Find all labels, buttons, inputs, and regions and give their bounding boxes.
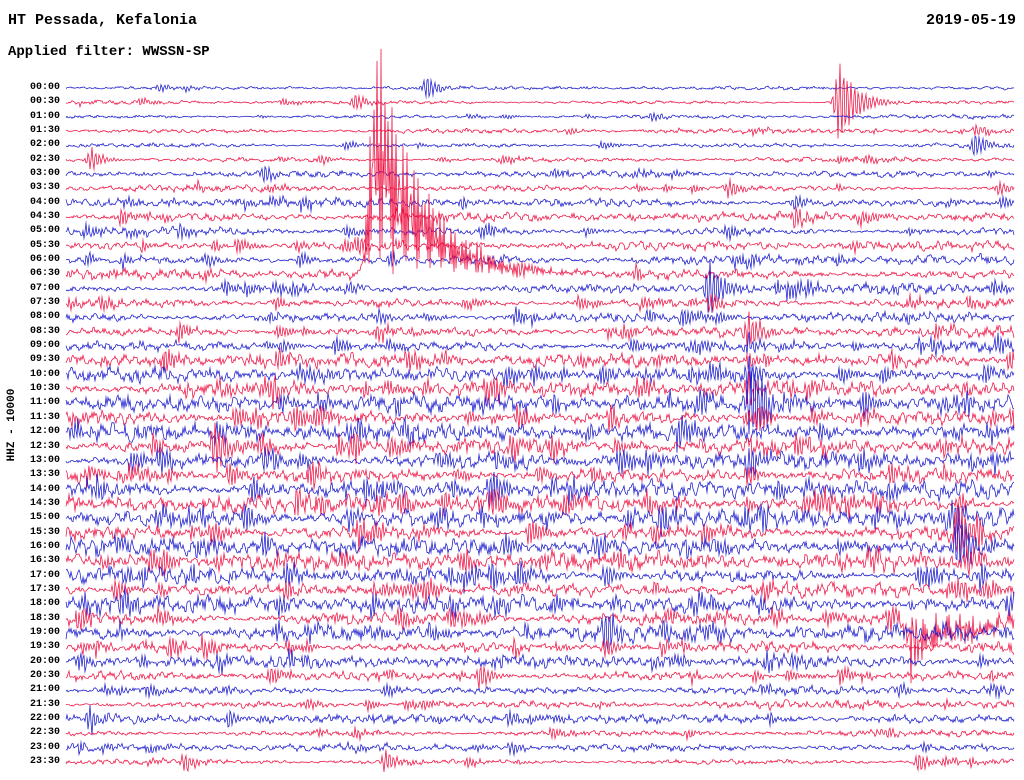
date-label: 2019-05-19 bbox=[925, 12, 1016, 29]
filter-label: Applied filter: WWSSN-SP bbox=[8, 44, 210, 60]
station-title: HT Pessada, Kefalonia bbox=[8, 12, 198, 29]
channel-axis-label: HHZ - 10000 bbox=[6, 388, 18, 462]
